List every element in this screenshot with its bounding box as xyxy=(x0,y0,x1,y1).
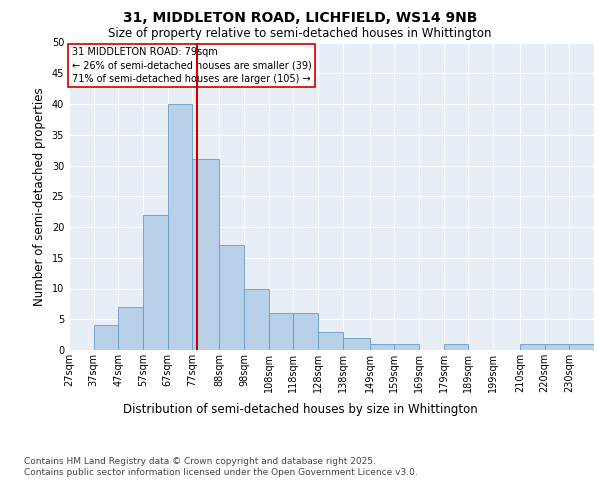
Text: 31 MIDDLETON ROAD: 79sqm
← 26% of semi-detached houses are smaller (39)
71% of s: 31 MIDDLETON ROAD: 79sqm ← 26% of semi-d… xyxy=(71,47,311,84)
Text: Distribution of semi-detached houses by size in Whittington: Distribution of semi-detached houses by … xyxy=(122,402,478,415)
Bar xyxy=(220,246,244,350)
Bar xyxy=(167,104,192,350)
Bar xyxy=(520,344,545,350)
Bar xyxy=(443,344,468,350)
Bar xyxy=(318,332,343,350)
Bar xyxy=(293,313,318,350)
Text: Contains HM Land Registry data © Crown copyright and database right 2025.
Contai: Contains HM Land Registry data © Crown c… xyxy=(24,458,418,477)
Text: 31, MIDDLETON ROAD, LICHFIELD, WS14 9NB: 31, MIDDLETON ROAD, LICHFIELD, WS14 9NB xyxy=(123,11,477,25)
Bar xyxy=(569,344,594,350)
Bar xyxy=(118,307,143,350)
Bar xyxy=(370,344,394,350)
Bar xyxy=(269,313,293,350)
Y-axis label: Number of semi-detached properties: Number of semi-detached properties xyxy=(33,87,46,306)
Text: Size of property relative to semi-detached houses in Whittington: Size of property relative to semi-detach… xyxy=(108,27,492,40)
Bar xyxy=(244,288,269,350)
Bar xyxy=(192,160,220,350)
Bar xyxy=(94,326,118,350)
Bar xyxy=(545,344,569,350)
Bar xyxy=(343,338,370,350)
Bar xyxy=(394,344,419,350)
Bar xyxy=(143,214,167,350)
